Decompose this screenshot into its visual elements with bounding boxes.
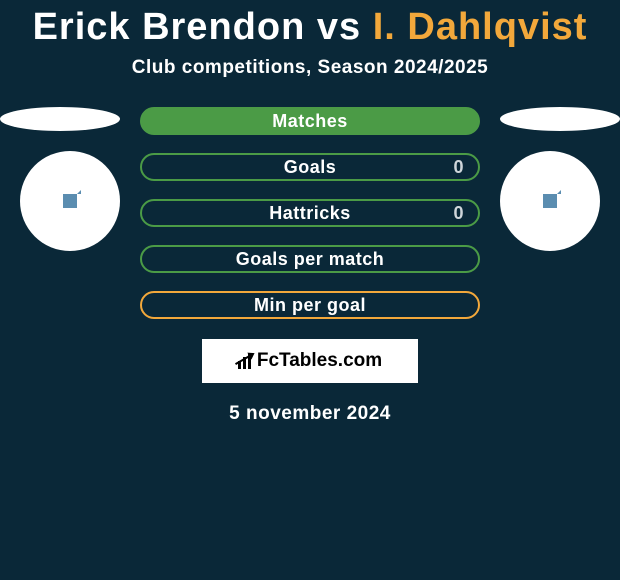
stat-bar-goals: Goals 0 [140,153,480,181]
headline-title: Erick Brendon vs I. Dahlqvist [0,0,620,49]
player2-name: I. Dahlqvist [373,6,588,48]
stat-bar-goals-per-match: Goals per match [140,245,480,273]
right-ellipse-decoration [500,107,620,131]
stat-label: Matches [272,111,348,132]
player1-name: Erick Brendon [33,6,306,48]
placeholder-icon [543,194,557,208]
stat-label: Goals [284,157,337,178]
vs-text: vs [317,6,361,48]
stat-bars: Matches Goals 0 Hattricks 0 Goals per ma… [140,107,480,319]
stat-bar-min-per-goal: Min per goal [140,291,480,319]
stat-label: Min per goal [254,295,366,316]
stat-bar-hattricks: Hattricks 0 [140,199,480,227]
subtitle: Club competitions, Season 2024/2025 [0,57,620,79]
comparison-content: Matches Goals 0 Hattricks 0 Goals per ma… [0,107,620,425]
stat-label: Hattricks [269,203,351,224]
player2-avatar-circle [500,151,600,251]
chart-arrow-icon [238,353,251,369]
stat-value-right: 0 [453,157,464,178]
placeholder-icon [63,194,77,208]
left-ellipse-decoration [0,107,120,131]
stat-label: Goals per match [236,249,385,270]
date-text: 5 november 2024 [0,403,620,425]
brand-text: FcTables.com [257,350,382,372]
stat-bar-matches: Matches [140,107,480,135]
player1-avatar-circle [20,151,120,251]
brand-badge: FcTables.com [202,339,418,383]
stat-value-right: 0 [453,203,464,224]
